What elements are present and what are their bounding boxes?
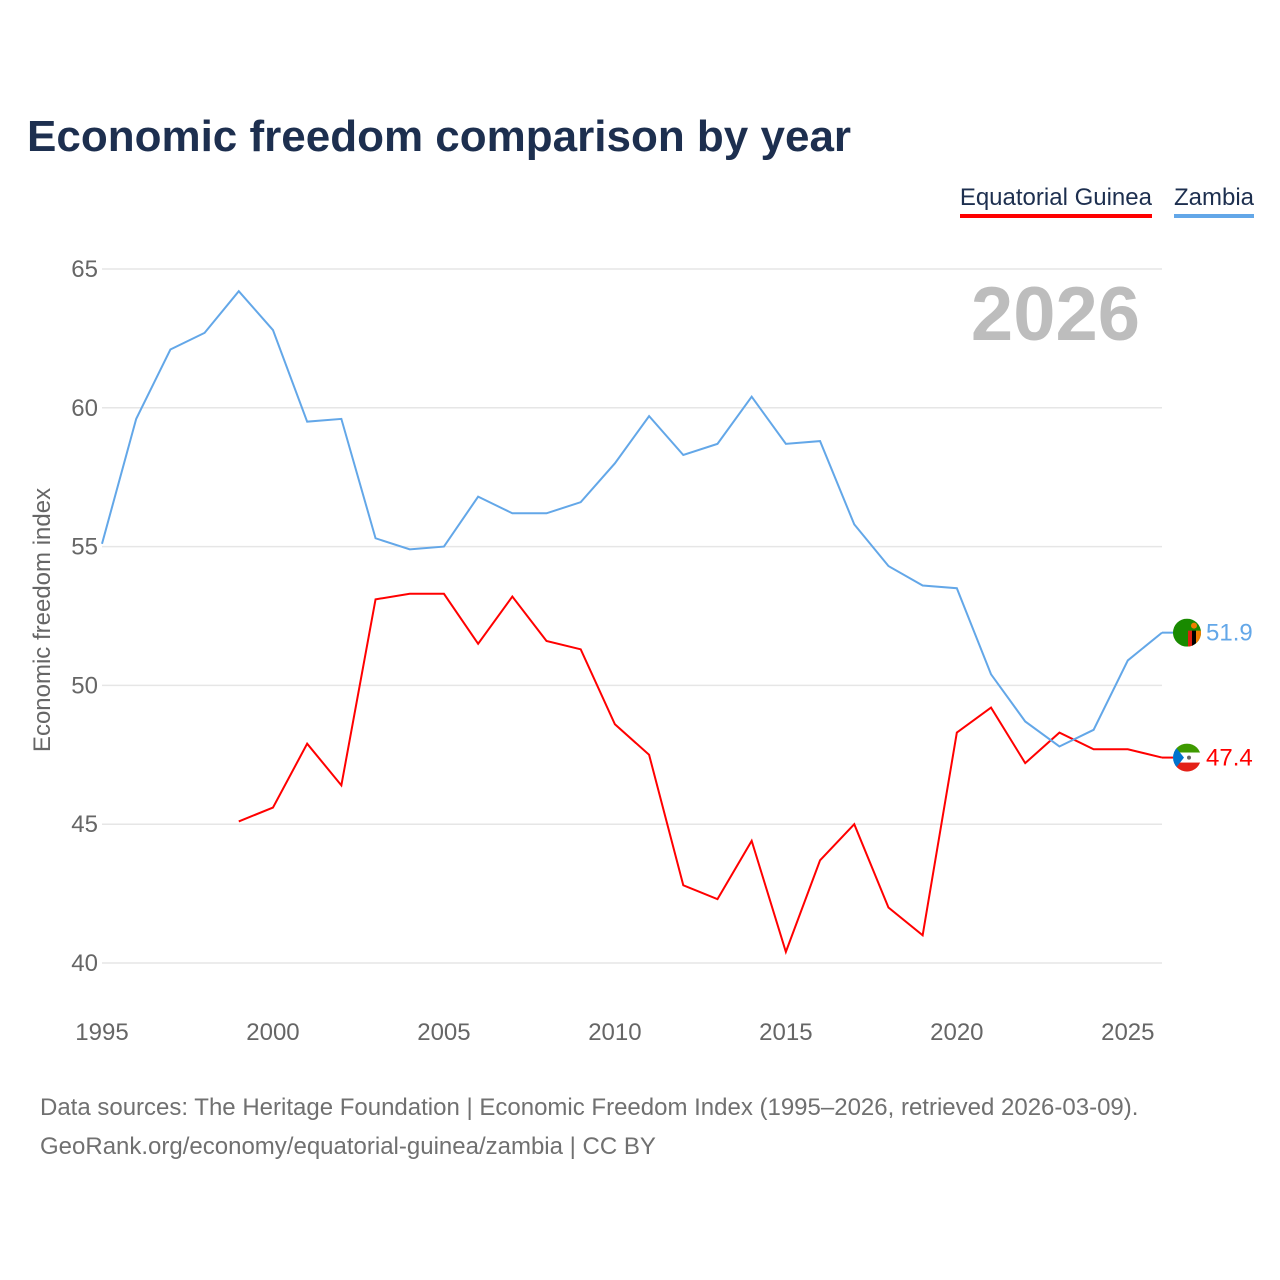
data-point-equatorial-guinea[interactable] (783, 949, 789, 955)
data-point-equatorial-guinea[interactable] (407, 591, 413, 597)
data-point-equatorial-guinea[interactable] (1022, 760, 1028, 766)
data-point-equatorial-guinea[interactable] (1056, 730, 1062, 736)
data-point-zambia[interactable] (1091, 727, 1097, 733)
data-point-equatorial-guinea[interactable] (236, 818, 242, 824)
data-point-zambia[interactable] (441, 544, 447, 550)
data-point-zambia[interactable] (749, 394, 755, 400)
data-point-zambia[interactable] (475, 494, 481, 500)
data-point-equatorial-guinea[interactable] (509, 594, 515, 600)
data-point-zambia[interactable] (1056, 743, 1062, 749)
data-point-zambia[interactable] (680, 452, 686, 458)
data-point-equatorial-guinea[interactable] (680, 882, 686, 888)
data-point-equatorial-guinea[interactable] (714, 896, 720, 902)
series-line-zambia (101, 289, 1163, 748)
data-point-equatorial-guinea[interactable] (954, 730, 960, 736)
data-point-zambia[interactable] (338, 416, 344, 422)
data-point-equatorial-guinea[interactable] (920, 932, 926, 938)
data-point-zambia[interactable] (167, 347, 173, 353)
flag-icon-equatorial-guinea (1173, 743, 1201, 772)
data-point-zambia[interactable] (851, 521, 857, 527)
footer: Data sources: The Heritage Foundation | … (40, 1088, 1138, 1166)
x-tick-label: 2020 (930, 1019, 983, 1046)
y-tick-label: 65 (71, 256, 98, 283)
year-watermark: 2026 (971, 272, 1140, 357)
data-point-zambia[interactable] (714, 441, 720, 447)
data-point-zambia[interactable] (885, 563, 891, 569)
data-point-zambia[interactable] (202, 330, 208, 336)
data-point-equatorial-guinea[interactable] (817, 857, 823, 863)
footer-link[interactable]: GeoRank.org/economy/equatorial-guinea/za… (40, 1133, 656, 1160)
data-point-zambia[interactable] (544, 510, 550, 516)
data-point-zambia[interactable] (988, 671, 994, 677)
data-point-equatorial-guinea[interactable] (270, 805, 276, 811)
data-point-zambia[interactable] (817, 438, 823, 444)
y-axis-label: Economic freedom index (29, 488, 56, 752)
y-tick-label: 60 (71, 395, 98, 422)
data-point-equatorial-guinea[interactable] (578, 646, 584, 652)
x-tick-label: 1995 (75, 1019, 128, 1046)
x-tick-label: 2025 (1101, 1019, 1154, 1046)
data-point-equatorial-guinea[interactable] (373, 596, 379, 602)
legend-item-equatorial-guinea[interactable]: Equatorial Guinea (959, 184, 1152, 218)
data-point-zambia[interactable] (612, 460, 618, 466)
legend: Equatorial Guinea Zambia (959, 184, 1254, 218)
footer-sources: Data sources: The Heritage Foundation | … (40, 1094, 1139, 1121)
y-tick-label: 40 (71, 950, 98, 977)
data-point-equatorial-guinea[interactable] (988, 705, 994, 711)
data-point-equatorial-guinea[interactable] (612, 721, 618, 727)
data-point-equatorial-guinea[interactable] (1091, 746, 1097, 752)
x-tick-label: 2015 (759, 1019, 812, 1046)
data-point-zambia[interactable] (646, 413, 652, 419)
data-point-zambia[interactable] (407, 546, 413, 552)
end-value-label-zambia: 51.9 (1206, 620, 1253, 647)
data-point-equatorial-guinea[interactable] (304, 741, 310, 747)
data-point-zambia[interactable] (1125, 657, 1131, 663)
data-point-zambia[interactable] (783, 441, 789, 447)
data-point-zambia[interactable] (954, 585, 960, 591)
end-value-label-equatorial-guinea: 47.4 (1206, 745, 1253, 772)
data-point-zambia[interactable] (373, 535, 379, 541)
y-tick-label: 45 (71, 811, 98, 838)
series-line-equatorial-guinea (238, 592, 1163, 955)
data-point-equatorial-guinea[interactable] (885, 904, 891, 910)
data-point-equatorial-guinea[interactable] (1125, 746, 1131, 752)
data-point-zambia[interactable] (236, 288, 242, 294)
data-point-zambia[interactable] (920, 582, 926, 588)
data-point-zambia[interactable] (99, 541, 105, 547)
data-point-equatorial-guinea[interactable] (544, 638, 550, 644)
data-point-equatorial-guinea[interactable] (441, 591, 447, 597)
x-tick-label: 2005 (417, 1019, 470, 1046)
data-point-zambia[interactable] (133, 416, 139, 422)
y-tick-label: 50 (71, 672, 98, 699)
legend-item-zambia[interactable]: Zambia (1173, 184, 1254, 218)
data-point-zambia[interactable] (578, 499, 584, 505)
flag-icon-zambia (1173, 618, 1201, 647)
data-point-zambia[interactable] (304, 419, 310, 425)
data-point-zambia[interactable] (1022, 718, 1028, 724)
y-tick-label: 55 (71, 534, 98, 561)
chart-title: Economic freedom comparison by year (27, 112, 852, 161)
data-point-equatorial-guinea[interactable] (749, 838, 755, 844)
data-point-equatorial-guinea[interactable] (646, 752, 652, 758)
data-point-equatorial-guinea[interactable] (338, 782, 344, 788)
data-point-zambia[interactable] (270, 327, 276, 333)
x-tick-label: 2000 (246, 1019, 299, 1046)
data-point-equatorial-guinea[interactable] (475, 641, 481, 647)
data-point-zambia[interactable] (509, 510, 515, 516)
x-tick-label: 2010 (588, 1019, 641, 1046)
data-point-equatorial-guinea[interactable] (851, 821, 857, 827)
